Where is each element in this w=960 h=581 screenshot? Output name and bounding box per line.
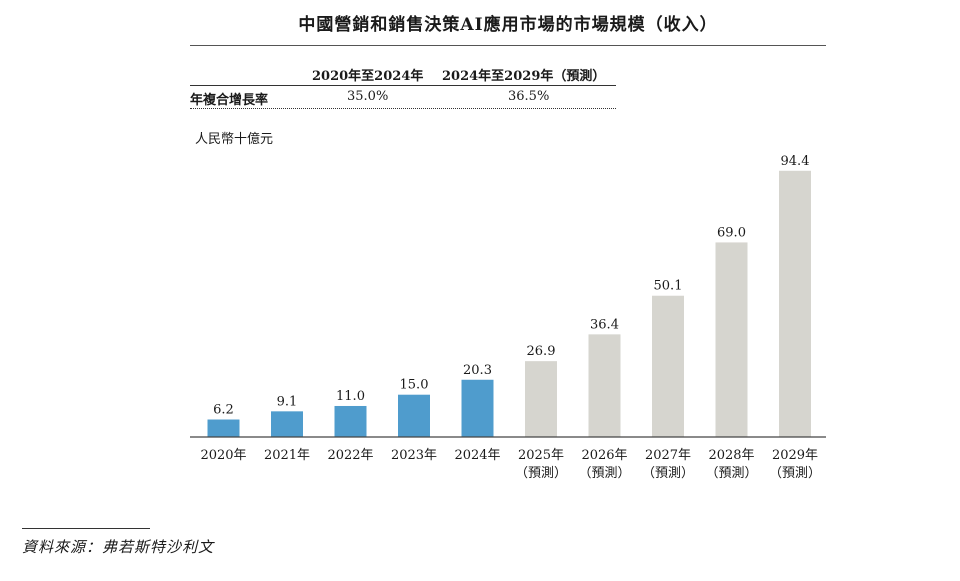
x-tick-label-7: 2027年	[645, 448, 691, 463]
bar-value-label-7: 50.1	[654, 279, 683, 294]
bar-7	[652, 295, 684, 437]
x-tick-label-8-forecast: （預測）	[705, 466, 757, 481]
bar-value-label-0: 6.2	[213, 403, 234, 418]
bar-2	[334, 405, 367, 437]
x-tick-label-3: 2023年	[391, 448, 437, 463]
bar-value-label-4: 20.3	[463, 363, 492, 378]
x-tick-label-6-forecast: （預測）	[578, 466, 630, 481]
x-tick-label-1: 2021年	[264, 448, 310, 463]
chart-title: 中國營銷和銷售決策AI應用市場的市場規模（收入）	[298, 15, 718, 35]
cagr-value-row: 年複合增長率 35.0% 36.5%	[190, 86, 616, 108]
bar-value-label-9: 94.4	[781, 154, 810, 169]
bar-value-label-6: 36.4	[590, 317, 619, 332]
x-tick-label-4: 2024年	[454, 448, 500, 463]
x-tick-label-9: 2029年	[772, 448, 818, 463]
cagr-table-divider	[190, 108, 616, 109]
bar-value-label-8: 69.0	[717, 225, 746, 240]
bar-4	[461, 379, 494, 437]
cagr-header-row: 2020年至2024年 2024年至2029年（預測）	[190, 63, 616, 85]
bar-5	[525, 361, 557, 437]
source-divider	[22, 528, 150, 529]
bar-6	[588, 334, 621, 437]
bar-9	[779, 170, 811, 438]
bar-3	[398, 394, 430, 437]
x-tick-label-8: 2028年	[708, 448, 754, 463]
x-tick-label-9-forecast: （預測）	[769, 466, 821, 481]
x-tick-label-0: 2020年	[200, 448, 246, 463]
title-divider	[190, 45, 826, 46]
x-tick-label-6: 2026年	[581, 448, 627, 463]
x-tick-label-5: 2025年	[518, 448, 564, 463]
y-axis-unit-label: 人民幣十億元	[195, 132, 274, 147]
cagr-table: 2020年至2024年 2024年至2029年（預測） 年複合增長率 35.0%…	[190, 63, 616, 109]
cagr-header-divider	[190, 85, 616, 86]
x-tick-label-2: 2022年	[327, 448, 373, 463]
cagr-header-period-2: 2024年至2029年（預測）	[442, 69, 606, 84]
x-tick-label-5-forecast: （預測）	[515, 466, 567, 481]
source-note: 資料來源：弗若斯特沙利文	[22, 538, 215, 556]
cagr-row-label: 年複合增長率	[190, 93, 269, 108]
bar-8	[715, 242, 748, 437]
cagr-value-period-2: 36.5%	[508, 89, 550, 104]
x-tick-label-7-forecast: （預測）	[642, 466, 694, 481]
bar-value-label-2: 11.0	[336, 389, 365, 404]
bar-1	[271, 411, 303, 437]
bar-value-label-3: 15.0	[400, 378, 429, 393]
cagr-value-period-1: 35.0%	[347, 89, 389, 104]
bar-value-label-5: 26.9	[527, 344, 556, 359]
bar-0	[207, 419, 240, 437]
cagr-header-period-1: 2020年至2024年	[312, 69, 424, 84]
bar-value-label-1: 9.1	[277, 394, 298, 409]
